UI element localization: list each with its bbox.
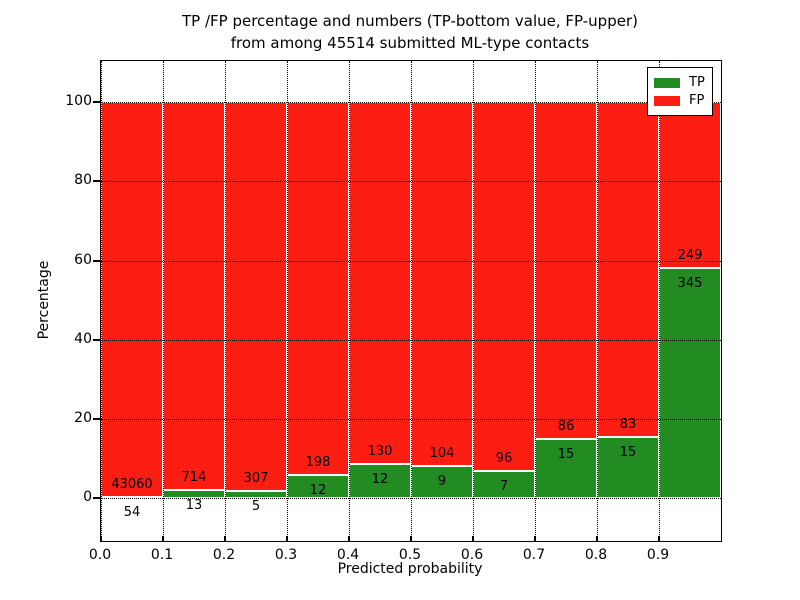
y-axis-tick (93, 180, 101, 183)
vertical-gridline (473, 61, 474, 541)
fp-count-label: 307 (243, 471, 269, 487)
x-axis-tick (596, 536, 598, 541)
fp-bar-segment (287, 102, 349, 475)
y-tick-label: 100 (65, 93, 92, 110)
plot-area: 43060 54 714 13 307 5 198 12 130 12 104 9 96 7 86 15 83 1… (93, 60, 722, 542)
vertical-gridline (225, 61, 226, 541)
y-tick-label: 60 (74, 251, 92, 268)
vertical-gridline (659, 61, 660, 541)
fp-bar-segment (473, 102, 535, 471)
y-axis-tick (93, 417, 101, 420)
x-tick-label: 0.4 (336, 547, 360, 563)
tp-bar-segment (659, 268, 721, 498)
y-tick-label: 40 (74, 330, 92, 347)
fp-bar-segment (659, 102, 721, 269)
fp-bar-segment (163, 102, 225, 491)
tp-bar-segment (597, 437, 659, 498)
x-axis-tick (100, 536, 102, 541)
tp-count-label: 9 (437, 474, 447, 490)
legend: TP FP (647, 67, 713, 116)
tp-count-label: 15 (557, 446, 575, 462)
x-tick-label: 0.0 (88, 547, 112, 563)
x-tick-label: 0.6 (460, 547, 484, 563)
fp-bar-segment (411, 102, 473, 467)
fp-count-label: 714 (181, 470, 207, 486)
x-tick-label: 0.1 (150, 547, 174, 563)
y-axis-label: Percentage (36, 260, 52, 340)
x-tick-label: 0.3 (274, 547, 298, 563)
y-axis-tick (93, 338, 101, 341)
tp-count-label: 15 (619, 445, 637, 461)
fp-bar-segment (225, 102, 287, 492)
legend-item-tp: TP (654, 75, 706, 90)
fp-count-label: 96 (495, 450, 513, 466)
fp-count-label: 130 (367, 444, 393, 460)
x-axis-tick (410, 536, 412, 541)
tp-count-label: 5 (251, 499, 261, 515)
tp-color-swatch (654, 77, 680, 88)
fp-count-label: 43060 (111, 477, 153, 493)
vertical-gridline (349, 61, 350, 541)
vertical-gridline (411, 61, 412, 541)
x-axis-tick (658, 536, 660, 541)
chart-title-line2: from among 45514 submitted ML-type conta… (230, 34, 590, 52)
fp-bar-segment (349, 102, 411, 465)
horizontal-gridline (101, 260, 721, 262)
x-axis-tick (534, 536, 536, 541)
y-tick-label: 80 (74, 172, 92, 189)
y-tick-label: 0 (83, 488, 92, 505)
x-tick-label: 0.9 (646, 547, 670, 563)
tp-count-label: 13 (185, 498, 203, 514)
x-axis-tick (162, 536, 164, 541)
x-axis-tick (348, 536, 350, 541)
fp-count-label: 198 (305, 454, 331, 470)
x-axis-label: Predicted probability (337, 561, 483, 577)
horizontal-gridline (101, 181, 721, 183)
y-axis-tick (93, 496, 101, 499)
horizontal-gridline (101, 497, 721, 499)
x-axis-tick (286, 536, 288, 541)
vertical-gridline (535, 61, 536, 541)
vertical-gridline (287, 61, 288, 541)
tp-count-label: 12 (309, 482, 327, 498)
horizontal-gridline (101, 102, 721, 104)
vertical-gridline (101, 61, 102, 541)
x-tick-label: 0.7 (522, 547, 546, 563)
tp-count-label: 12 (371, 472, 389, 488)
x-axis-tick (224, 536, 226, 541)
tp-bar-segment (411, 466, 473, 498)
x-tick-label: 0.2 (212, 547, 236, 563)
vertical-gridline (597, 61, 598, 541)
tp-count-label: 7 (499, 478, 509, 494)
legend-label-fp: FP (689, 93, 705, 108)
x-tick-label: 0.8 (584, 547, 608, 563)
fp-count-label: 83 (619, 417, 637, 433)
fp-bar-segment (597, 102, 659, 438)
legend-label-tp: TP (689, 75, 705, 90)
fp-bar-segment (101, 102, 163, 498)
fp-count-label: 104 (429, 446, 455, 462)
x-axis-tick (472, 536, 474, 541)
y-axis-tick (93, 101, 101, 104)
fp-count-label: 249 (677, 248, 703, 264)
fp-bar-segment (535, 102, 597, 439)
y-tick-label: 20 (74, 409, 92, 426)
tp-bar-segment (349, 464, 411, 498)
tp-count-label: 345 (677, 276, 703, 292)
horizontal-gridline (101, 339, 721, 341)
tp-count-label: 54 (123, 505, 141, 521)
legend-item-fp: FP (654, 93, 706, 108)
horizontal-gridline (101, 418, 721, 420)
fp-count-label: 86 (557, 418, 575, 434)
x-tick-label: 0.5 (398, 547, 422, 563)
chart-title-line1: TP /FP percentage and numbers (TP-bottom… (182, 12, 638, 30)
chart-title: TP /FP percentage and numbers (TP-bottom… (100, 10, 720, 54)
fp-color-swatch (654, 95, 680, 106)
vertical-gridline (163, 61, 164, 541)
y-axis-tick (93, 259, 101, 262)
tp-bar-segment (163, 490, 225, 498)
tp-bar-segment (473, 470, 535, 498)
